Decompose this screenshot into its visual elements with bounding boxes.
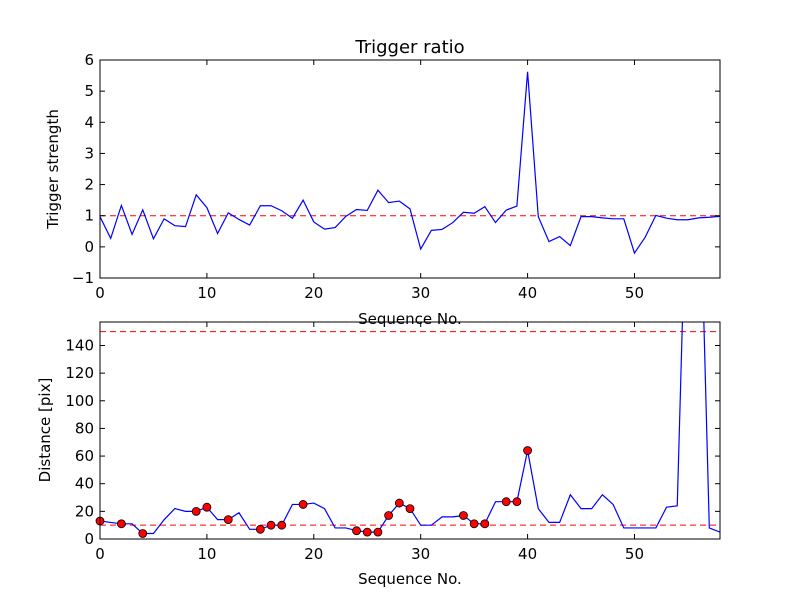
top-y-tick-label: 3 — [84, 144, 94, 162]
bottom-markers — [95, 446, 532, 538]
bot-y-tick-label: 120 — [65, 364, 94, 382]
bot-x-tick-label: 30 — [411, 545, 430, 563]
bot-marker-point — [459, 511, 468, 520]
bot-marker-point — [405, 504, 415, 513]
bot-marker-point — [501, 497, 511, 507]
bot-marker-point — [469, 519, 479, 529]
top-x-axis-label: Sequence No. — [358, 310, 462, 328]
bot-y-tick-label: 100 — [65, 392, 94, 410]
bot-x-tick-label: 10 — [197, 545, 216, 563]
top-y-tick-label: 5 — [84, 82, 94, 100]
bot-marker-point — [384, 511, 394, 520]
bot-marker-point — [266, 520, 276, 530]
top-y-tick-label: 1 — [84, 207, 94, 225]
top-x-tick-label: 0 — [95, 284, 105, 302]
bot-marker-point — [298, 500, 308, 509]
bot-y-tick-label: 20 — [75, 502, 94, 520]
bottom-x-axis-label: Sequence No. — [358, 570, 462, 588]
bot-marker-point — [202, 502, 212, 512]
top-y-axis-label: Trigger strength — [44, 109, 62, 230]
bot-marker-point — [255, 524, 265, 534]
bot-marker-point — [480, 519, 490, 529]
bot-marker-point — [352, 526, 361, 536]
bottom-axes-frame — [99, 321, 721, 540]
distance-plot: 0 10 20 30 40 50 0 20 40 60 80 100 120 140 Sequence … — [36, 321, 721, 588]
bot-y-tick-label: 40 — [75, 475, 94, 493]
bot-marker-point — [373, 527, 383, 537]
bot-y-tick-label: 80 — [75, 419, 94, 437]
bot-series-line-0 — [100, 322, 720, 535]
bottom-y-axis-label: Distance [pix] — [36, 378, 54, 483]
bot-x-tick-label: 0 — [95, 545, 105, 563]
bot-marker-point — [394, 498, 404, 508]
bot-y-tick-label: 60 — [75, 447, 94, 465]
top-y-tick-label: 6 — [84, 51, 94, 69]
bot-x-tick-label: 20 — [304, 545, 323, 563]
bot-marker-point — [138, 529, 148, 538]
top-y-tick-label: −1 — [72, 269, 94, 287]
bot-y-tick-label: 0 — [84, 530, 94, 548]
top-x-tick-label: 50 — [625, 284, 644, 302]
top-series-line-0 — [100, 71, 720, 255]
top-y-tick-label: 0 — [84, 238, 94, 256]
bottom-reference-lines — [100, 331, 720, 526]
bot-x-tick-label: 40 — [518, 545, 537, 563]
bot-marker-point — [191, 506, 201, 516]
top-x-tick-label: 10 — [197, 284, 216, 302]
bot-marker-point — [512, 497, 522, 507]
bot-y-tick-label: 140 — [65, 336, 94, 354]
bot-x-tick-label: 50 — [625, 545, 644, 563]
top-series — [100, 71, 720, 255]
bottom-x-ticks: 0 10 20 30 40 50 — [95, 322, 644, 563]
top-y-ticks: −1 0 1 2 3 4 5 6 — [72, 51, 720, 287]
bottom-series — [100, 322, 720, 535]
top-x-ticks: 0 10 20 30 40 50 — [95, 60, 644, 302]
bot-marker-point — [523, 446, 532, 455]
top-chart-title: Trigger ratio — [354, 37, 464, 58]
top-x-tick-label: 20 — [304, 284, 323, 302]
top-x-tick-label: 30 — [411, 284, 430, 302]
bot-marker-point — [223, 515, 233, 525]
top-axes-frame — [99, 59, 721, 279]
bot-marker-point — [116, 519, 126, 529]
top-y-tick-label: 2 — [84, 176, 94, 194]
top-y-tick-label: 4 — [84, 113, 94, 131]
top-x-tick-label: 40 — [518, 284, 537, 302]
bot-marker-point — [362, 527, 372, 537]
bottom-y-ticks: 0 20 40 60 80 100 120 140 — [65, 336, 720, 548]
bot-marker-point — [277, 520, 287, 530]
